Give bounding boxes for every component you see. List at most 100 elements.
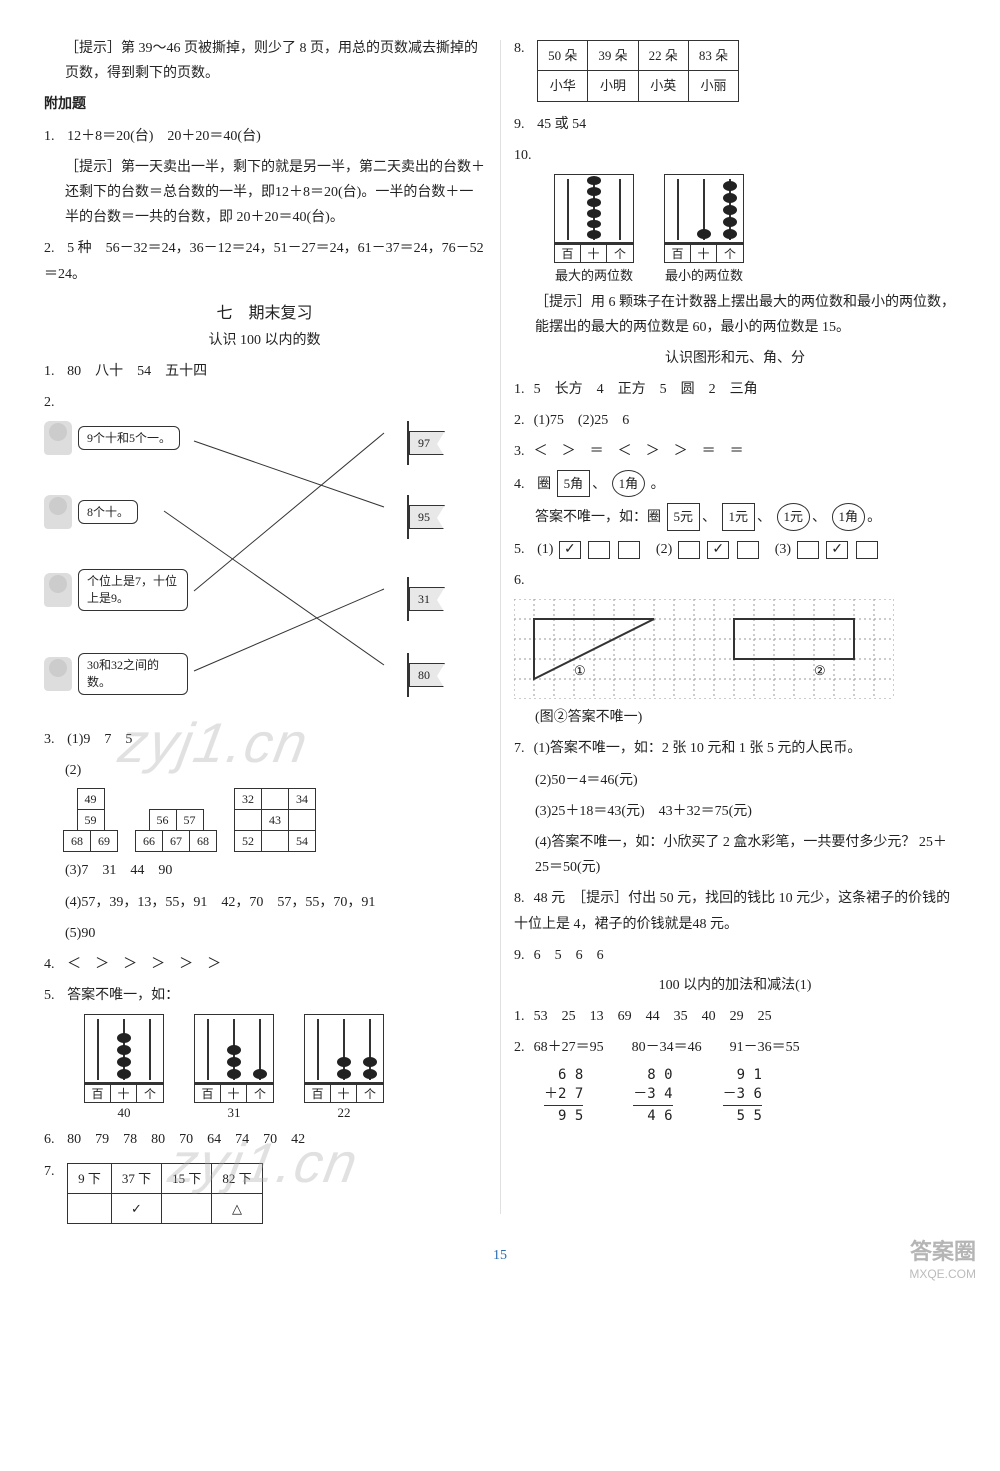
text: 6 5 6 6 [534,948,604,963]
q2-label: 2. [44,390,485,415]
cell: 83 朵 [688,41,738,71]
q3-3: (3)7 31 44 90 [44,858,485,883]
child-icon [44,421,72,455]
cell [261,788,289,810]
q10-tip: ［提示］用 6 颗珠子在计数器上摆出最大的两位数和最小的两位数，能摆出的最大的两… [514,290,956,340]
dot-grid-svg: ① ② [514,599,894,699]
cell: 32 [234,788,262,810]
footer-brand: 答案圈 MXQE.COM [909,1238,976,1282]
bead [587,176,601,185]
abacus: 百十个最大的两位数 [554,174,634,284]
cell: 49 [77,788,105,810]
cell: ✓ [111,1193,161,1223]
bead [723,205,737,215]
b-q6: 6. [514,568,956,593]
bead [227,1057,241,1067]
q3-2-label: (2) [44,758,485,783]
addl-q1-tip: ［提示］第一天卖出一半，剩下的就是另一半，第二天卖出的台数＋还剩下的台数＝总台数… [44,155,485,231]
cell: 34 [288,788,316,810]
bead [587,198,601,207]
matching-diagram: 9个十和5个一。 8个十。 个位上是7，十位上是9。 30和32之间的数。 97… [44,421,485,721]
bead [587,220,601,229]
flag-2: 95 [407,495,445,539]
svg-text:①: ① [574,663,586,678]
check-box [588,541,610,559]
cell: 43 [261,809,289,831]
num-label: 10. [514,143,534,168]
flag-3: 31 [407,577,445,621]
place-label: 十 [691,245,717,262]
cell: 小丽 [688,71,738,101]
q8-table: 50 朵 39 朵 22 朵 83 朵 小华 小明 小英 小丽 [537,40,739,102]
q5: 5. 答案不唯一，如： [44,983,485,1008]
speech-bubble: 8个十。 [78,500,138,525]
text: (1)75 (2)25 6 [534,413,630,428]
text: 68＋27＝95 80－34＝46 91－36＝55 [534,1040,800,1055]
cell: 15 下 [162,1163,212,1193]
table-row: 小华 小明 小英 小丽 [538,71,739,101]
num-label: 2. [44,390,64,415]
sub-title: 认识图形和元、角、分 [514,347,956,367]
number-grids: 49 59 68 69 56 57 66 67 68 [64,789,485,852]
num-label: 4. [514,472,534,497]
box-value: 1元 [722,503,756,530]
num-label: 9. [514,943,534,968]
place-label: 个 [607,245,633,262]
num-label: 6. [514,568,534,593]
check-box [856,541,878,559]
text: 。 [651,477,665,492]
text: 53 25 13 69 44 35 40 29 25 [534,1009,772,1024]
flag-value: 95 [409,505,445,529]
abacus-caption: 最小的两位数 [665,265,743,284]
c-q2: 2.68＋27＝95 80－34＝46 91－36＝55 [514,1035,956,1060]
child-icon [44,573,72,607]
cell: 67 [162,830,190,852]
b-q5: 5. (1) ✓ (2) ✓ (3) ✓ [514,537,956,562]
c-q1: 1.53 25 13 69 44 35 40 29 25 [514,1004,956,1029]
bead [363,1057,377,1067]
child-icon [44,657,72,691]
text: 80 79 78 80 70 64 74 70 42 [67,1132,305,1147]
cell: 9 下 [68,1163,112,1193]
kid-4: 30和32之间的数。 [44,653,188,695]
grid-1: 49 59 68 69 [64,789,118,852]
flag-value: 97 [409,431,445,455]
text: 12＋8＝20(台) 20＋20＝40(台) [67,129,261,144]
bead [697,229,711,239]
abacus-caption: 31 [228,1105,241,1121]
num-label: 4. [44,952,64,977]
text: 48 元 ［提示］付出 50 元，找回的钱比 10 元少，这条裙子的价钱的十位上… [514,891,950,931]
b-q6-caption: (图②答案不唯一) [514,705,956,730]
cell: 52 [234,830,262,852]
q3-5: (5)90 [44,921,485,946]
q8: 8. 50 朵 39 朵 22 朵 83 朵 小华 小明 小英 小丽 [514,36,956,106]
check-box [678,541,700,559]
child-icon [44,495,72,529]
num-label: 2. [44,236,64,261]
cell: 小华 [538,71,588,101]
b-q7-3: (3)25＋18＝43(元) 43＋32＝75(元) [514,799,956,824]
check-box: ✓ [707,541,729,559]
bead [363,1069,377,1079]
cell: 小明 [588,71,638,101]
sub-title: 认识 100 以内的数 [44,329,485,349]
cell [234,809,262,831]
text: 5 种 56－32＝24，36－12＝24，51－27＝24，61－37＝24，… [44,241,484,281]
right-column: 8. 50 朵 39 朵 22 朵 83 朵 小华 小明 小英 小丽 9. 45… [500,30,970,1234]
bead [337,1057,351,1067]
text: 答案不唯一，如： [67,988,179,1003]
text: 答案不唯一，如：圈 [535,510,661,525]
place-label: 十 [581,245,607,262]
num-label: 2. [514,408,534,433]
flag-value: 31 [409,587,445,611]
bead [587,230,601,239]
label: (2) [656,542,672,557]
addl-q2: 2. 5 种 56－32＝24，36－12＝24，51－27＝24，61－37＝… [44,236,485,286]
b-q4: 4. 圈 5角、 1角 。 [514,470,956,497]
check-box: ✓ [826,541,848,559]
speech-bubble: 30和32之间的数。 [78,653,188,695]
check-box [618,541,640,559]
svg-text:②: ② [814,663,826,678]
text: 45 或 54 [537,117,586,132]
q1: 1. 80 八十 54 五十四 [44,359,485,384]
